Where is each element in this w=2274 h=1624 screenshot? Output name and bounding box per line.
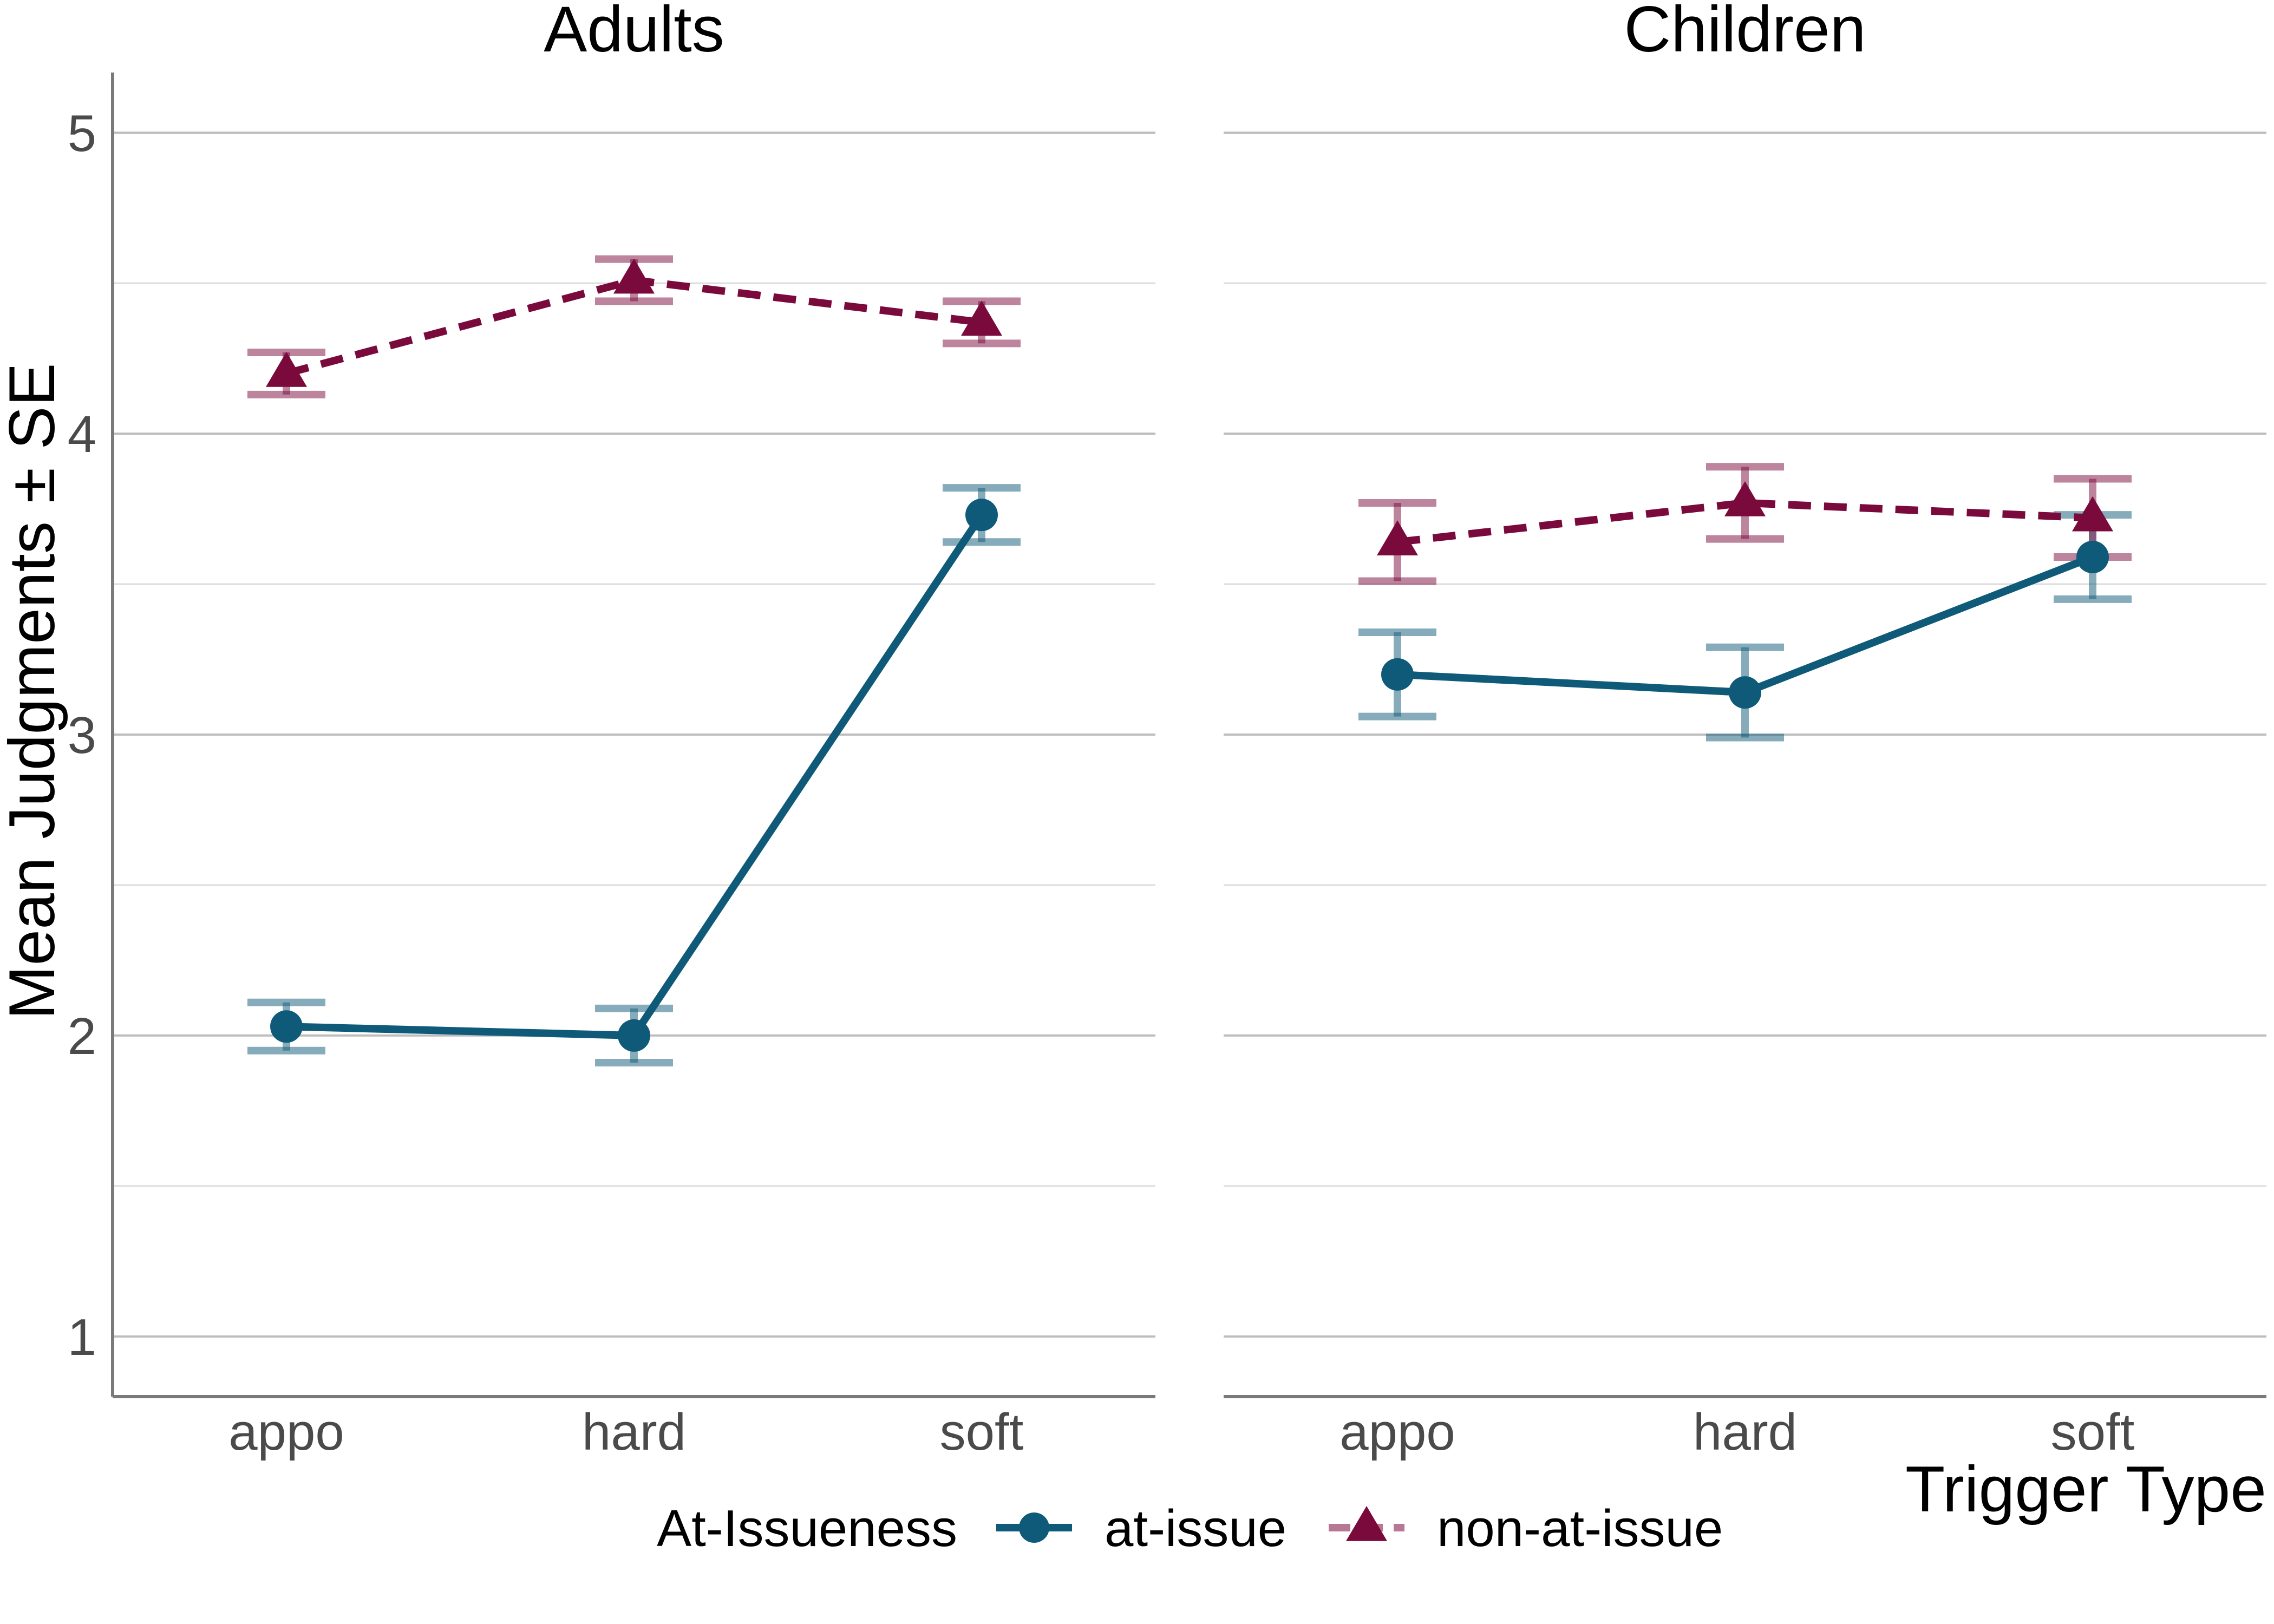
data-point-non-at-issue bbox=[266, 351, 307, 387]
legend-key-marker bbox=[1346, 1506, 1387, 1541]
series-line-at-issue bbox=[286, 513, 985, 1039]
x-tick-label: hard bbox=[582, 1403, 686, 1461]
series-line-non-at-issue bbox=[1397, 499, 2093, 546]
chart-text: 1 2 3 4 5 Mean Judgments ± SE Adults appo hard so… bbox=[0, 0, 2266, 1525]
y-tick-label: 4 bbox=[68, 405, 96, 463]
axes bbox=[111, 73, 2266, 1398]
panel-title: Children bbox=[1624, 0, 1866, 66]
legend-key-marker bbox=[1019, 1512, 1049, 1543]
series-points bbox=[266, 258, 2113, 1052]
legend-label: at-issue bbox=[1105, 1499, 1286, 1557]
legend-title: At-Issueness bbox=[657, 1499, 957, 1557]
y-tick-label: 3 bbox=[68, 706, 96, 764]
y-tick-label: 1 bbox=[68, 1308, 96, 1366]
y-tick-label: 2 bbox=[68, 1007, 96, 1065]
x-axis-label: Trigger Type bbox=[1905, 1453, 2266, 1525]
data-point-non-at-issue bbox=[2072, 496, 2113, 532]
legend-label: non-at-issue bbox=[1437, 1499, 1723, 1557]
x-tick-label: hard bbox=[1693, 1403, 1797, 1461]
panel-title: Adults bbox=[544, 0, 724, 66]
data-point-at-issue bbox=[270, 1010, 303, 1043]
data-point-at-issue bbox=[1381, 658, 1414, 691]
data-point-at-issue bbox=[2076, 541, 2109, 574]
series-lines bbox=[285, 276, 2094, 1039]
data-point-at-issue bbox=[618, 1019, 650, 1052]
data-point-non-at-issue bbox=[1377, 520, 1418, 556]
gridlines bbox=[113, 132, 2266, 1338]
y-axis-label: Mean Judgments ± SE bbox=[0, 363, 68, 1019]
x-tick-label: soft bbox=[2051, 1403, 2135, 1461]
error-bars bbox=[247, 255, 2132, 1066]
data-point-at-issue bbox=[1729, 676, 1761, 709]
data-point-at-issue bbox=[965, 499, 998, 532]
data-point-non-at-issue bbox=[961, 300, 1002, 336]
y-tick-label: 5 bbox=[68, 104, 96, 162]
data-point-non-at-issue bbox=[1724, 481, 1766, 516]
x-tick-label: appo bbox=[1339, 1403, 1455, 1461]
data-point-non-at-issue bbox=[613, 258, 655, 294]
legend: At-Issueness at-issue non-at-issue bbox=[657, 1499, 1723, 1557]
x-tick-label: appo bbox=[228, 1403, 344, 1461]
x-tick-label: soft bbox=[940, 1403, 1024, 1461]
